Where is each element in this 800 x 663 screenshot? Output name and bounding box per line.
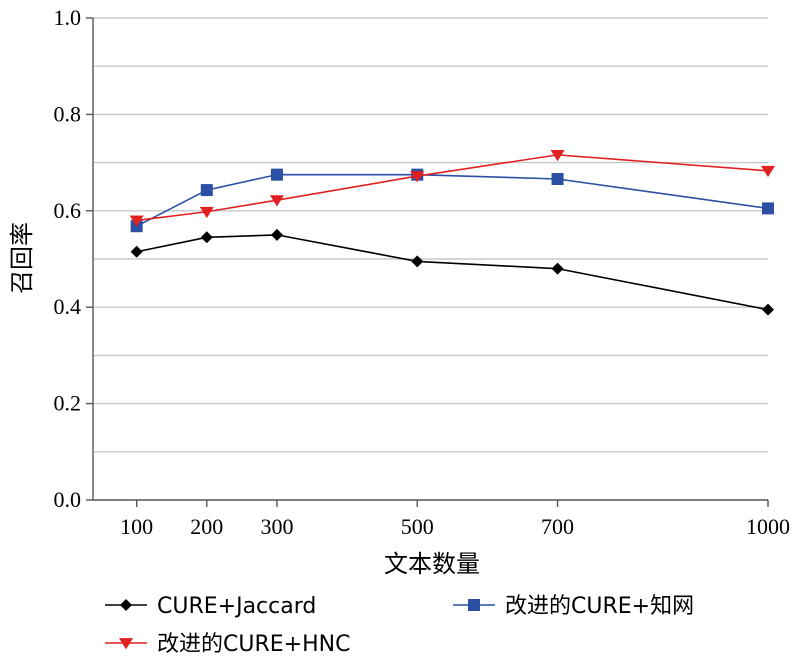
- data-point: [551, 262, 564, 275]
- y-tick-label: 0.2: [54, 391, 82, 416]
- y-tick-label: 0.8: [54, 101, 82, 126]
- series-2: [130, 168, 774, 233]
- data-point: [411, 255, 424, 268]
- data-point: [410, 171, 425, 183]
- x-tick-labels: 100 200 300 500 700 1000: [120, 514, 790, 539]
- data-point: [270, 228, 283, 241]
- x-tick-label: 300: [260, 514, 293, 539]
- legend-label: 改进的CURE+知网: [505, 594, 694, 619]
- legend-marker: [120, 599, 132, 611]
- legend-entry-3: 改进的CURE+HNC: [105, 632, 350, 657]
- data-point: [199, 206, 214, 219]
- data-point: [550, 149, 565, 162]
- legend-label: 改进的CURE+HNC: [157, 632, 350, 657]
- y-tick-label: 0.4: [54, 294, 82, 319]
- series-line: [136, 173, 769, 227]
- y-tick-label: 1.0: [54, 5, 82, 30]
- series-3: [129, 149, 775, 227]
- data-point: [269, 195, 284, 207]
- data-point: [200, 231, 213, 244]
- series-line: [136, 234, 769, 311]
- data-point: [130, 245, 143, 258]
- data-point: [762, 202, 774, 215]
- y-tick-labels: 0.0 0.2 0.4 0.6 0.8 1.0: [54, 5, 82, 512]
- y-tick-label: 0.0: [54, 487, 82, 512]
- x-tick-label: 100: [120, 514, 153, 539]
- data-point: [761, 165, 775, 178]
- data-point: [551, 172, 564, 185]
- x-tick-label: 700: [541, 514, 574, 539]
- data-point: [762, 303, 774, 316]
- data-point: [129, 215, 144, 227]
- gridlines: [93, 17, 768, 453]
- axes: [86, 17, 769, 507]
- series: [129, 149, 775, 316]
- legend-entry-1: CURE+Jaccard: [105, 594, 316, 619]
- legend-marker: [468, 599, 480, 611]
- y-tick-label: 0.6: [54, 198, 82, 223]
- series-line: [136, 154, 769, 222]
- y-axis-label: 召回率: [8, 222, 36, 294]
- x-tick-label: 1000: [746, 514, 790, 539]
- legend-marker: [119, 638, 133, 650]
- data-point: [270, 168, 283, 181]
- data-point: [200, 184, 213, 197]
- legend-entry-2: 改进的CURE+知网: [453, 594, 694, 619]
- x-tick-label: 500: [401, 514, 434, 539]
- x-tick-label: 200: [190, 514, 223, 539]
- legend-label: CURE+Jaccard: [157, 594, 316, 619]
- series-1: [130, 228, 774, 316]
- x-axis-label: 文本数量: [384, 550, 480, 578]
